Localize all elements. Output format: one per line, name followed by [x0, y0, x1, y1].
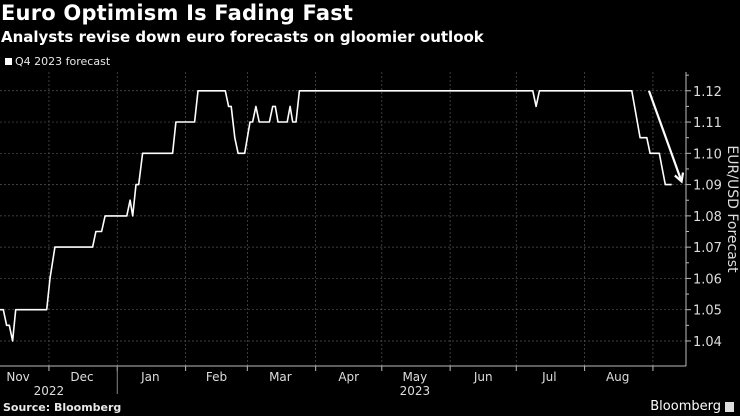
- y-tick-label: 1.08: [693, 210, 722, 225]
- legend-swatch: [5, 58, 12, 65]
- y-tick-label: 1.05: [693, 304, 722, 319]
- y-tick-label: 1.04: [693, 335, 722, 350]
- x-tick-label: Jul: [541, 370, 556, 384]
- x-tick-label: Dec: [70, 370, 93, 384]
- bloomberg-logo-icon: [725, 401, 734, 412]
- chart-title: Euro Optimism Is Fading Fast: [1, 1, 354, 25]
- legend-label: Q4 2023 forecast: [15, 55, 111, 68]
- x-tick-label: Nov: [6, 370, 29, 384]
- year-label: 2022: [34, 384, 65, 398]
- x-tick-label: Apr: [338, 370, 359, 384]
- y-tick-label: 1.06: [693, 272, 722, 287]
- y-tick-label: 1.10: [693, 147, 722, 162]
- y-tick-label: 1.07: [693, 241, 722, 256]
- x-tick-label: Jun: [473, 370, 493, 384]
- series-line: [0, 90, 672, 342]
- source-note: Source: Bloomberg: [3, 401, 122, 414]
- annotation-arrow: [647, 90, 683, 182]
- brand: Bloomberg: [650, 399, 734, 414]
- y-tick-label: 1.09: [693, 179, 722, 194]
- y-axis-label: EUR/USD Forecast: [724, 145, 740, 273]
- chart-subtitle: Analysts revise down euro forecasts on g…: [1, 28, 484, 46]
- y-tick-label: 1.11: [693, 116, 722, 131]
- x-tick-label: May: [402, 370, 427, 384]
- x-tick-label: Aug: [606, 370, 629, 384]
- x-tick-label: Jan: [140, 370, 160, 384]
- x-tick-label: Feb: [206, 370, 227, 384]
- arrow-head-icon: [674, 172, 685, 184]
- legend: Q4 2023 forecast: [5, 55, 110, 68]
- y-tick-label: 1.12: [693, 85, 722, 100]
- brand-label: Bloomberg: [650, 399, 721, 414]
- year-label: 2023: [400, 384, 431, 398]
- x-tick-label: Mar: [269, 370, 292, 384]
